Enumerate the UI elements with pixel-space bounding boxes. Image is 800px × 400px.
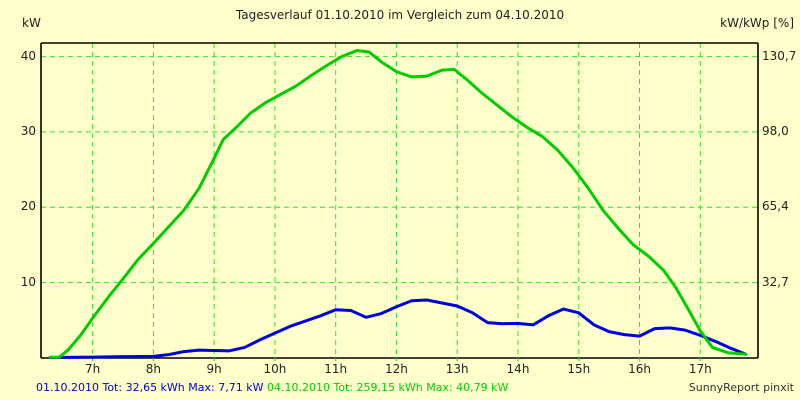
y-tick-right-3: 130,7 xyxy=(762,48,797,63)
chart-title: Tagesverlauf 01.10.2010 im Vergleich zum… xyxy=(235,8,565,22)
x-tick-8h: 8h xyxy=(145,362,162,376)
x-tick-14h: 14h xyxy=(506,362,530,376)
y-tick-right-0: 32,7 xyxy=(762,274,789,289)
axis-lines xyxy=(40,42,759,359)
y-tick-left-10: 10 xyxy=(20,274,36,289)
legend-item-blue: 01.10.2010 Tot: 32,65 kWh Max: 7,71 kW xyxy=(36,381,264,394)
axis-tick-marks xyxy=(91,358,701,361)
x-tick-11h: 11h xyxy=(324,362,348,376)
y-tick-right-2: 98,0 xyxy=(762,124,789,138)
watermark-label: SunnyReport pinxit xyxy=(688,381,794,394)
legend-item-green: 04.10.2010 Tot: 259,15 kWh Max: 40,79 kW xyxy=(266,381,509,394)
data-series xyxy=(48,49,748,360)
x-tick-17h: 17h xyxy=(688,362,712,376)
y-tick-left-40: 40 xyxy=(20,48,36,63)
x-tick-10h: 10h xyxy=(263,362,287,376)
x-tick-12h: 12h xyxy=(385,362,408,376)
y-axis-right-label: kW/kWp [%] xyxy=(720,16,794,30)
gridlines xyxy=(41,43,758,358)
x-tick-9h: 9h xyxy=(206,362,222,376)
y-tick-right-1: 65,4 xyxy=(762,199,789,214)
y-axis-left-label: kW xyxy=(22,16,41,30)
y-tick-left-20: 20 xyxy=(20,199,36,214)
x-tick-16h: 16h xyxy=(628,362,651,376)
x-tick-7h: 7h xyxy=(85,362,101,376)
x-tick-15h: 15h xyxy=(567,362,591,376)
y-tick-left-30: 30 xyxy=(20,123,36,138)
x-tick-13h: 13h xyxy=(445,362,469,376)
